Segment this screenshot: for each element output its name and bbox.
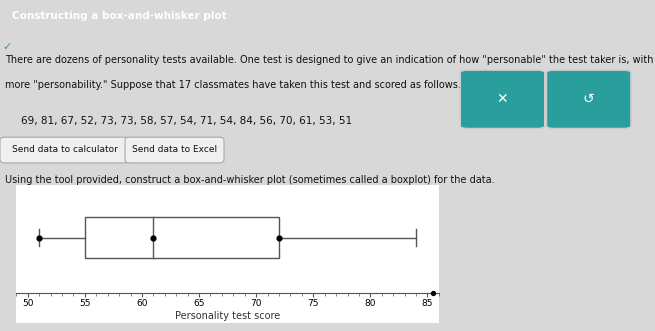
Text: ✓: ✓ <box>3 42 12 52</box>
Point <box>148 235 159 240</box>
FancyBboxPatch shape <box>546 70 631 128</box>
Text: Send data to Excel: Send data to Excel <box>132 145 217 154</box>
Text: There are dozens of personality tests available. One test is designed to give an: There are dozens of personality tests av… <box>5 55 655 66</box>
Point <box>34 235 45 240</box>
X-axis label: Personality test score: Personality test score <box>175 311 280 321</box>
FancyBboxPatch shape <box>125 137 224 163</box>
Text: Constructing a box-and-whisker plot: Constructing a box-and-whisker plot <box>12 11 227 21</box>
Bar <box>85 217 279 258</box>
Text: more "personability." Suppose that 17 classmates have taken this test and scored: more "personability." Suppose that 17 cl… <box>5 80 460 90</box>
Text: Send data to calculator: Send data to calculator <box>12 145 118 154</box>
FancyBboxPatch shape <box>0 137 130 163</box>
FancyBboxPatch shape <box>460 70 545 128</box>
Text: Using the tool provided, construct a box-and-whisker plot (sometimes called a bo: Using the tool provided, construct a box… <box>5 175 495 185</box>
Text: 69, 81, 67, 52, 73, 73, 58, 57, 54, 71, 54, 84, 56, 70, 61, 53, 51: 69, 81, 67, 52, 73, 73, 58, 57, 54, 71, … <box>21 116 352 126</box>
Text: ✕: ✕ <box>496 92 508 106</box>
Point <box>274 235 284 240</box>
Text: ↺: ↺ <box>583 92 595 106</box>
Point <box>428 290 438 295</box>
